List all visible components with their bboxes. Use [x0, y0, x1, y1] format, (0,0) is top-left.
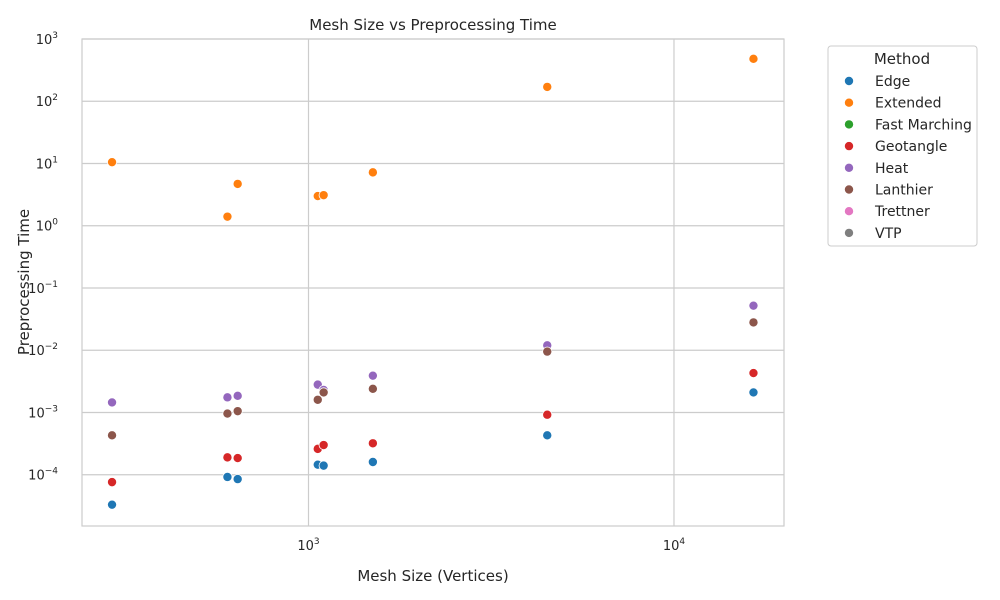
- legend-item-trettner: Trettner: [844, 204, 930, 220]
- y-tick-label: 10−3: [28, 404, 58, 421]
- point-geotangle: [318, 440, 329, 451]
- legend-label-fast-marching: Fast Marching: [875, 117, 972, 133]
- point-edge: [748, 387, 759, 398]
- legend-item-extended: Extended: [844, 96, 942, 112]
- legend-marker-heat: [844, 162, 855, 173]
- y-tick-label: 103: [36, 31, 58, 48]
- point-heat: [232, 390, 243, 401]
- y-tick-label: 10−4: [28, 467, 58, 484]
- point-extended: [367, 167, 378, 178]
- point-lanthier: [107, 430, 118, 441]
- y-tick-label: 10−1: [28, 280, 58, 297]
- point-extended: [748, 53, 759, 64]
- legend-item-edge: Edge: [844, 74, 910, 90]
- legend-label-geotangle: Geotangle: [875, 139, 947, 155]
- legend-label-lanthier: Lanthier: [875, 183, 933, 199]
- point-lanthier: [312, 394, 323, 405]
- point-edge: [318, 460, 329, 471]
- legend-marker-extended: [844, 97, 855, 108]
- point-extended: [232, 178, 243, 189]
- point-geotangle: [232, 453, 243, 464]
- point-lanthier: [367, 383, 378, 394]
- legend-item-fast-marching: Fast Marching: [844, 117, 972, 133]
- x-tick-label: 103: [297, 537, 319, 554]
- legend-title: Method: [874, 50, 930, 68]
- point-edge: [367, 457, 378, 468]
- legend-item-lanthier: Lanthier: [844, 183, 933, 199]
- legend-marker-trettner: [844, 206, 855, 217]
- legend-label-edge: Edge: [875, 74, 910, 90]
- point-edge: [222, 471, 233, 482]
- legend: Method Edge Extended Fast Marching Geotangl…: [827, 45, 978, 247]
- data-points: [107, 53, 759, 510]
- y-axis-label: Preprocessing Time: [15, 209, 33, 355]
- legend-item-geotangle: Geotangle: [844, 139, 947, 155]
- point-edge: [107, 499, 118, 510]
- legend-marker-geotangle: [844, 141, 855, 152]
- point-geotangle: [748, 368, 759, 379]
- point-edge: [232, 474, 243, 485]
- y-axis-ticks: 10−4 10−3 10−2 10−1 100 101 102 103: [28, 31, 58, 484]
- legend-label-vtp: VTP: [875, 226, 902, 242]
- point-geotangle: [542, 409, 553, 420]
- y-tick-label: 101: [36, 155, 58, 172]
- chart-title: Mesh Size vs Preprocessing Time: [309, 16, 556, 34]
- point-heat: [367, 370, 378, 381]
- legend-frame: [827, 45, 978, 247]
- legend-label-heat: Heat: [875, 161, 909, 177]
- point-geotangle: [107, 477, 118, 488]
- point-heat: [748, 300, 759, 311]
- x-axis-label: Mesh Size (Vertices): [357, 567, 508, 585]
- legend-marker-vtp: [844, 227, 855, 238]
- legend-item-vtp: VTP: [844, 226, 902, 242]
- point-extended: [107, 157, 118, 168]
- legend-item-heat: Heat: [844, 161, 909, 177]
- x-tick-label: 104: [663, 537, 686, 554]
- legend-marker-lanthier: [844, 184, 855, 195]
- point-heat: [222, 392, 233, 403]
- point-lanthier: [748, 317, 759, 328]
- point-lanthier: [542, 346, 553, 357]
- point-extended: [542, 81, 553, 92]
- y-tick-label: 100: [36, 218, 59, 235]
- legend-label-extended: Extended: [875, 96, 942, 112]
- grid: [82, 38, 784, 526]
- point-extended: [318, 190, 329, 201]
- point-heat: [107, 397, 118, 408]
- point-geotangle: [367, 438, 378, 449]
- plot-area-frame: [81, 38, 785, 527]
- point-geotangle: [222, 452, 233, 463]
- point-lanthier: [232, 406, 243, 417]
- y-tick-label: 10−2: [28, 342, 58, 359]
- legend-marker-edge: [844, 76, 855, 87]
- y-tick-label: 102: [36, 93, 58, 110]
- point-lanthier: [318, 387, 329, 398]
- point-extended: [222, 211, 233, 222]
- point-edge: [542, 430, 553, 441]
- x-axis-ticks: 103 104: [297, 537, 685, 554]
- legend-marker-fast-marching: [844, 119, 855, 130]
- legend-label-trettner: Trettner: [874, 204, 930, 220]
- point-lanthier: [222, 408, 233, 419]
